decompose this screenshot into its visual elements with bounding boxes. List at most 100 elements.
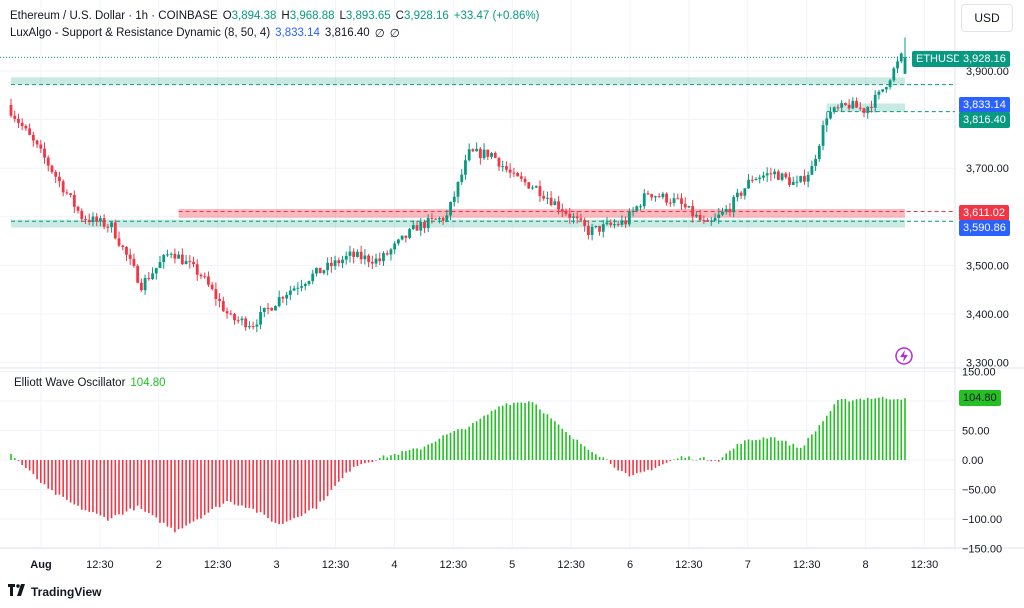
candle-up <box>717 214 721 218</box>
oscillator-bar <box>676 458 679 460</box>
oscillator-bar <box>617 460 619 471</box>
oscillator-bar <box>863 399 865 460</box>
oscillator-bar <box>43 460 46 485</box>
oscillator-bar <box>166 460 169 527</box>
candle-down <box>9 105 13 116</box>
candle-up <box>888 80 892 88</box>
oscillator-bar <box>840 399 843 460</box>
candle-up <box>799 176 803 182</box>
candle-up <box>713 217 717 221</box>
oscillator-bar <box>248 460 251 508</box>
oscillator-bar <box>624 460 627 474</box>
oscillator-bar <box>527 401 530 460</box>
candle-up <box>408 229 411 238</box>
candle-up <box>363 255 367 260</box>
oscillator-bar <box>382 455 385 460</box>
oscillator-bar <box>699 457 701 460</box>
oscillator-bar <box>893 399 895 460</box>
oscillator-bar <box>237 460 240 506</box>
candle-down <box>139 282 143 291</box>
oscillator-bar <box>345 460 348 473</box>
candle-down <box>218 299 221 302</box>
candle-down <box>102 218 106 227</box>
tradingview-logo[interactable]: TradingView <box>8 584 101 599</box>
candle-down <box>236 320 240 322</box>
candle-down <box>39 144 43 149</box>
candle-up <box>456 181 460 197</box>
time-tick-label: 12:30 <box>322 559 350 571</box>
candle-down <box>702 220 706 222</box>
candle-up <box>288 290 292 295</box>
oscillator-bar <box>673 459 675 461</box>
oscillator-bar <box>539 409 541 460</box>
oscillator-bar <box>263 460 266 515</box>
candle-down <box>359 251 363 260</box>
candle-up <box>397 239 400 244</box>
osc-tick-label: −150.00 <box>962 544 1002 556</box>
candle-up <box>762 175 765 178</box>
close-value: 3,928.16 <box>403 10 449 22</box>
oscillator-bar <box>665 460 668 463</box>
oscillator-bar <box>84 460 87 511</box>
oscillator-bar <box>297 460 299 518</box>
candle-down <box>229 313 233 315</box>
oscillator-bar <box>92 460 94 513</box>
oscillator-bar <box>36 460 38 480</box>
oscillator-bar <box>226 460 228 502</box>
candle-down <box>121 245 125 247</box>
oscillator-bar <box>628 460 631 477</box>
candle-up <box>240 318 244 321</box>
candle-down <box>769 173 773 175</box>
oscillator-bar <box>758 439 761 460</box>
candle-up <box>315 267 318 274</box>
symbol-title[interactable]: Ethereum / U.S. Dollar · 1h · COINBASE <box>10 10 218 22</box>
candle-up <box>326 262 330 271</box>
oscillator-bar <box>200 460 202 519</box>
oscillator-bar <box>773 437 776 460</box>
oscillator-bar <box>591 452 593 460</box>
time-tick-label: 12:30 <box>557 559 585 571</box>
oscillator-bar <box>729 450 731 460</box>
oscillator-bar <box>54 460 57 495</box>
candle-down <box>579 218 583 220</box>
candle-up <box>400 235 404 240</box>
time-tick-label: 8 <box>863 559 869 571</box>
candle-up <box>877 91 881 95</box>
oscillator-bar <box>170 460 172 528</box>
candle-down <box>50 165 54 172</box>
candle-up <box>601 224 605 232</box>
candle-down <box>478 148 482 159</box>
candle-up <box>534 186 538 188</box>
candle-up <box>143 278 147 291</box>
candles <box>9 37 907 333</box>
oscillator-bar <box>148 460 150 514</box>
oscillator-bar <box>401 451 403 460</box>
currency-button[interactable]: USD <box>961 4 1013 32</box>
oscillator-bar <box>189 460 191 524</box>
oscillator-bar <box>829 411 832 460</box>
candle-up <box>449 201 452 216</box>
oscillator-bar <box>334 460 336 486</box>
oscillator-bar <box>341 460 344 479</box>
oscillator-bar <box>438 438 441 460</box>
oscillator-bar <box>487 414 489 460</box>
oscillator-bar <box>352 460 355 467</box>
candle-up <box>154 267 158 274</box>
candle-up <box>184 260 188 265</box>
oscillator-name[interactable]: Elliott Wave Oscillator <box>14 377 126 389</box>
resistance-top-tag: 3,833.14 <box>959 97 1010 113</box>
lightning-icon[interactable] <box>894 346 914 366</box>
oscillator-bar <box>691 459 694 461</box>
candle-down <box>128 254 132 259</box>
support-zone <box>11 219 905 228</box>
oscillator-bar <box>136 460 139 506</box>
indicator-name[interactable]: LuxAlgo - Support & Resistance Dynamic (… <box>10 27 271 39</box>
oscillator-bar <box>598 456 601 460</box>
candle-up <box>158 262 162 268</box>
candle-down <box>683 203 687 208</box>
oscillator-bar <box>714 460 716 461</box>
oscillator-bar <box>621 460 623 472</box>
osc-tick-label: −50.00 <box>962 485 996 497</box>
candle-down <box>270 308 274 311</box>
oscillator-bar <box>285 460 288 522</box>
